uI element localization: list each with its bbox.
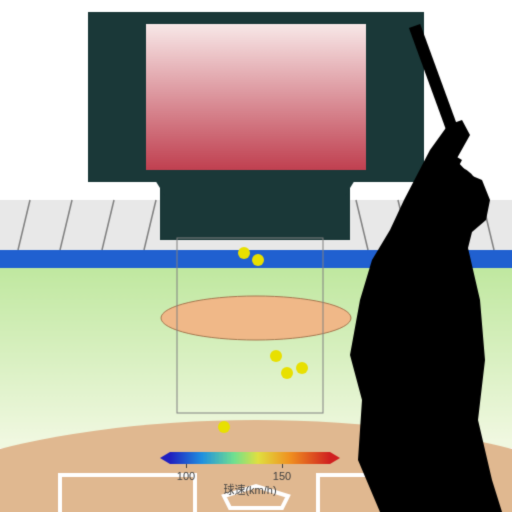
pitch-location-chart: [0, 0, 512, 512]
